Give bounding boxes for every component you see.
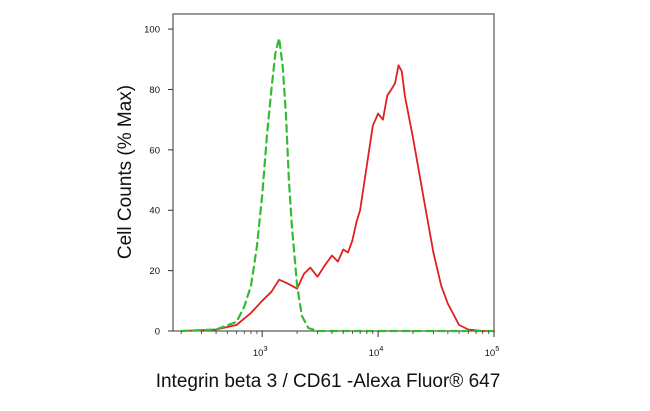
y-tick-label: 20 (149, 266, 160, 277)
x-tick-label: 103 (253, 344, 268, 359)
x-tick-label: 104 (369, 344, 384, 359)
x-tick-label: 105 (485, 344, 500, 359)
y-axis-title: Cell Counts (% Max) (115, 85, 136, 259)
sample-histogram-line (180, 64, 495, 332)
y-tick-label: 0 (155, 327, 160, 338)
control-histogram-line (180, 37, 496, 333)
y-tick-label: 100 (144, 25, 160, 36)
y-tick-label: 40 (149, 206, 160, 217)
y-tick-label: 60 (149, 145, 160, 156)
y-tick-label: 80 (149, 85, 160, 96)
plot-frame (172, 13, 495, 332)
x-axis-title: Integrin beta 3 / CD61 -Alexa Fluor® 647 (156, 371, 501, 392)
